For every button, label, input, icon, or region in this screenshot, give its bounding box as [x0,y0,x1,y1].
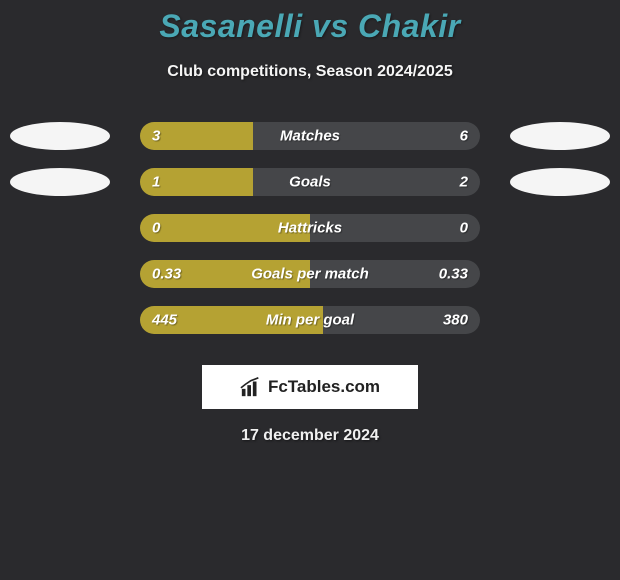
stat-value-right: 0.33 [439,266,468,283]
bar-segment-right [253,168,480,196]
title-separator: vs [312,8,349,44]
stat-label: Matches [280,128,340,145]
player2-name: Chakir [358,8,461,44]
player2-badge [510,122,610,150]
stat-value-right: 6 [460,128,468,145]
stat-value-left: 445 [152,312,177,329]
stat-bar: 3 6 Matches [140,122,480,150]
comparison-widget: Sasanelli vs Chakir Club competitions, S… [0,0,620,445]
stat-value-right: 2 [460,174,468,191]
stat-label: Min per goal [266,312,354,329]
subtitle: Club competitions, Season 2024/2025 [0,63,620,81]
player1-name: Sasanelli [159,8,302,44]
stat-label: Goals per match [251,266,369,283]
page-title: Sasanelli vs Chakir [0,8,620,45]
stat-row: 3 6 Matches [0,113,620,159]
stat-bar: 445 380 Min per goal [140,306,480,334]
player1-badge [10,168,110,196]
date-label: 17 december 2024 [0,427,620,445]
stat-value-left: 3 [152,128,160,145]
stat-row: 0 0 Hattricks [0,205,620,251]
stat-value-left: 1 [152,174,160,191]
stat-label: Goals [289,174,331,191]
stat-row: 1 2 Goals [0,159,620,205]
stat-bar: 1 2 Goals [140,168,480,196]
stat-bar: 0 0 Hattricks [140,214,480,242]
stat-value-left: 0 [152,220,160,237]
stat-row: 445 380 Min per goal [0,297,620,343]
stat-value-right: 0 [460,220,468,237]
stat-row: 0.33 0.33 Goals per match [0,251,620,297]
stat-value-left: 0.33 [152,266,181,283]
stats-section: 3 6 Matches 1 2 Goals 0 0 Hattricks 0.33 0.33 Goals… [0,113,620,343]
stat-value-right: 380 [443,312,468,329]
logo-text: FcTables.com [268,377,380,397]
player2-badge [510,168,610,196]
logo-box[interactable]: FcTables.com [202,365,418,409]
player1-badge [10,122,110,150]
bar-chart-icon [240,377,262,397]
stat-label: Hattricks [278,220,342,237]
stat-bar: 0.33 0.33 Goals per match [140,260,480,288]
